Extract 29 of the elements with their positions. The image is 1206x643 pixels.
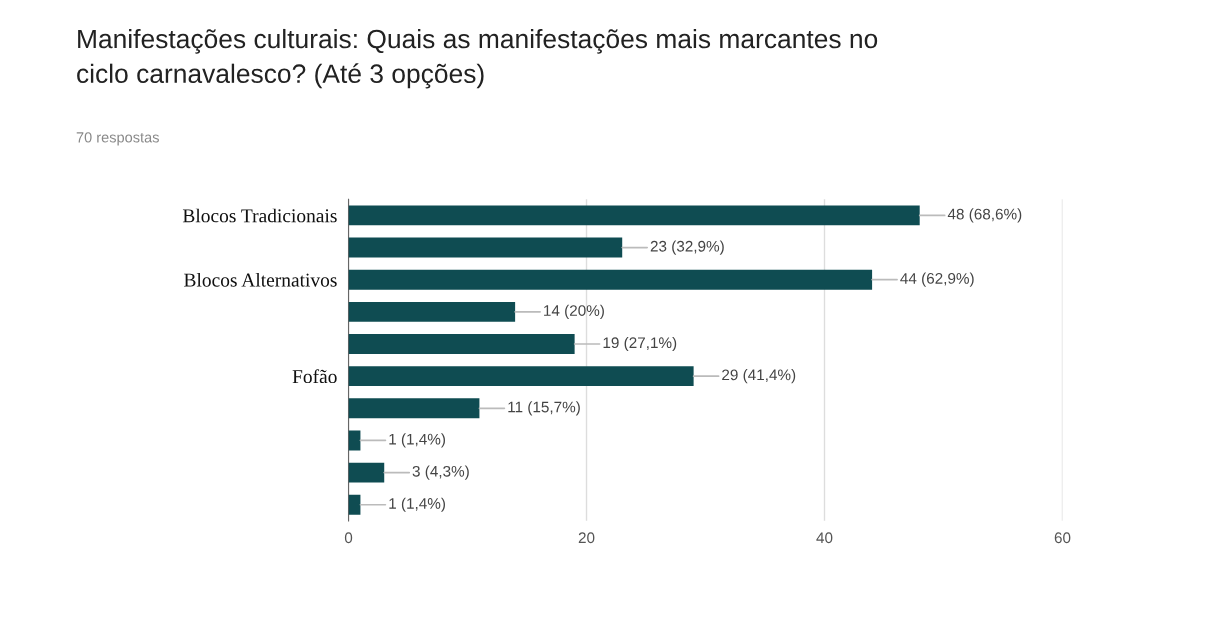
data-label: 44 (62,9%) (900, 272, 974, 287)
data-label: 3 (4,3%) (412, 465, 469, 480)
x-tick-label: 20 (578, 532, 595, 544)
data-label: 48 (68,6%) (947, 208, 1022, 223)
bar (348, 269, 873, 290)
bar (348, 462, 385, 483)
y-tick-label: Blocos Tradicionais (182, 208, 337, 223)
y-tick-label: Fofão (292, 369, 337, 384)
x-tick-label: 0 (344, 532, 353, 544)
bar (348, 205, 920, 226)
x-tick-label: 60 (1054, 532, 1071, 544)
bar (348, 334, 575, 354)
data-label: 1 (1,4%) (389, 497, 445, 512)
text: 70 respostas (76, 132, 159, 146)
data-label: 1 (1,4%) (389, 433, 445, 448)
data-label: 14 (20%) (544, 304, 604, 319)
data-label: 23 (32,9%) (650, 240, 724, 255)
bar (348, 494, 361, 515)
data-label: 29 (41,4%) (722, 369, 796, 384)
bar (348, 237, 623, 258)
bar (348, 398, 480, 419)
y-tick-label: Blocos Alternativos (184, 272, 337, 287)
x-tick-label: 40 (816, 532, 833, 544)
data-label: 19 (27,1%) (603, 336, 677, 352)
bar (348, 366, 694, 387)
data-label: 11 (15,7%) (508, 401, 580, 416)
bar (348, 430, 361, 451)
bar (348, 301, 516, 322)
chart-title: Manifestações culturais: Quais as manifestações mais marcantes no ciclo carnavalesco? (Até 3 opções) (77, 28, 878, 89)
